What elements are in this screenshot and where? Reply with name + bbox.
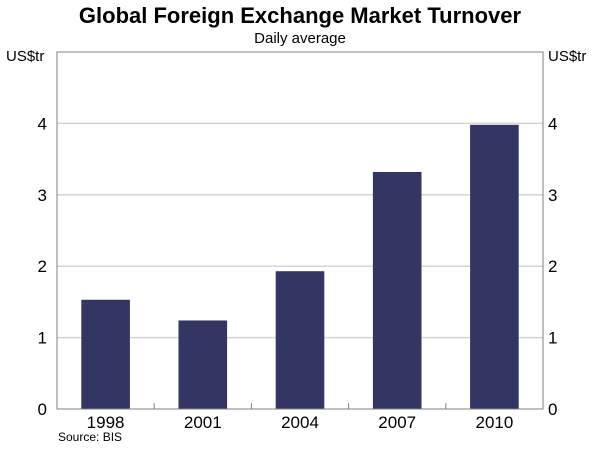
y-tick-label-left: 4 [38,114,47,133]
y-tick-label-right: 1 [548,329,557,348]
y-tick-label-right: 4 [548,114,557,133]
y-tick-label-right: 3 [548,186,557,205]
x-tick-label: 2010 [475,413,513,432]
bar-2004 [275,271,325,409]
bar-2010 [470,124,519,409]
y-tick-label-right: 2 [548,257,557,276]
left-axis-unit: US$tr [6,48,45,65]
right-axis-unit: US$tr [548,48,587,65]
bar-1998 [81,299,130,409]
x-tick-label: 1998 [87,413,125,432]
y-tick-label-right: 0 [548,400,557,419]
bar-2007 [372,171,422,409]
bar-2001 [178,320,228,409]
chart-subtitle: Daily average [254,30,346,47]
x-tick-label: 2007 [378,413,416,432]
y-tick-label-left: 1 [38,329,47,348]
y-tick-label-left: 2 [38,257,47,276]
source-note: Source: BIS [58,430,123,444]
chart-title: Global Foreign Exchange Market Turnover [78,3,522,28]
plot-frame [56,51,544,410]
y-tick-label-left: 3 [38,186,47,205]
y-tick-label-left: 0 [38,400,47,419]
x-tick-label: 2004 [281,413,319,432]
x-tick-label: 2001 [184,413,222,432]
